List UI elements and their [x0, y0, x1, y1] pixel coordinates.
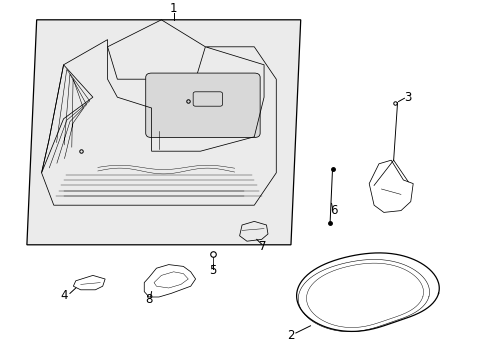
Text: 5: 5 — [208, 264, 216, 277]
Polygon shape — [27, 20, 300, 245]
Text: 4: 4 — [61, 289, 68, 302]
Text: 2: 2 — [286, 329, 294, 342]
FancyBboxPatch shape — [145, 73, 260, 138]
Text: 6: 6 — [329, 204, 337, 217]
Text: 7: 7 — [259, 240, 266, 253]
Text: 3: 3 — [404, 91, 411, 104]
Text: 8: 8 — [145, 293, 153, 306]
Text: 1: 1 — [169, 3, 177, 15]
